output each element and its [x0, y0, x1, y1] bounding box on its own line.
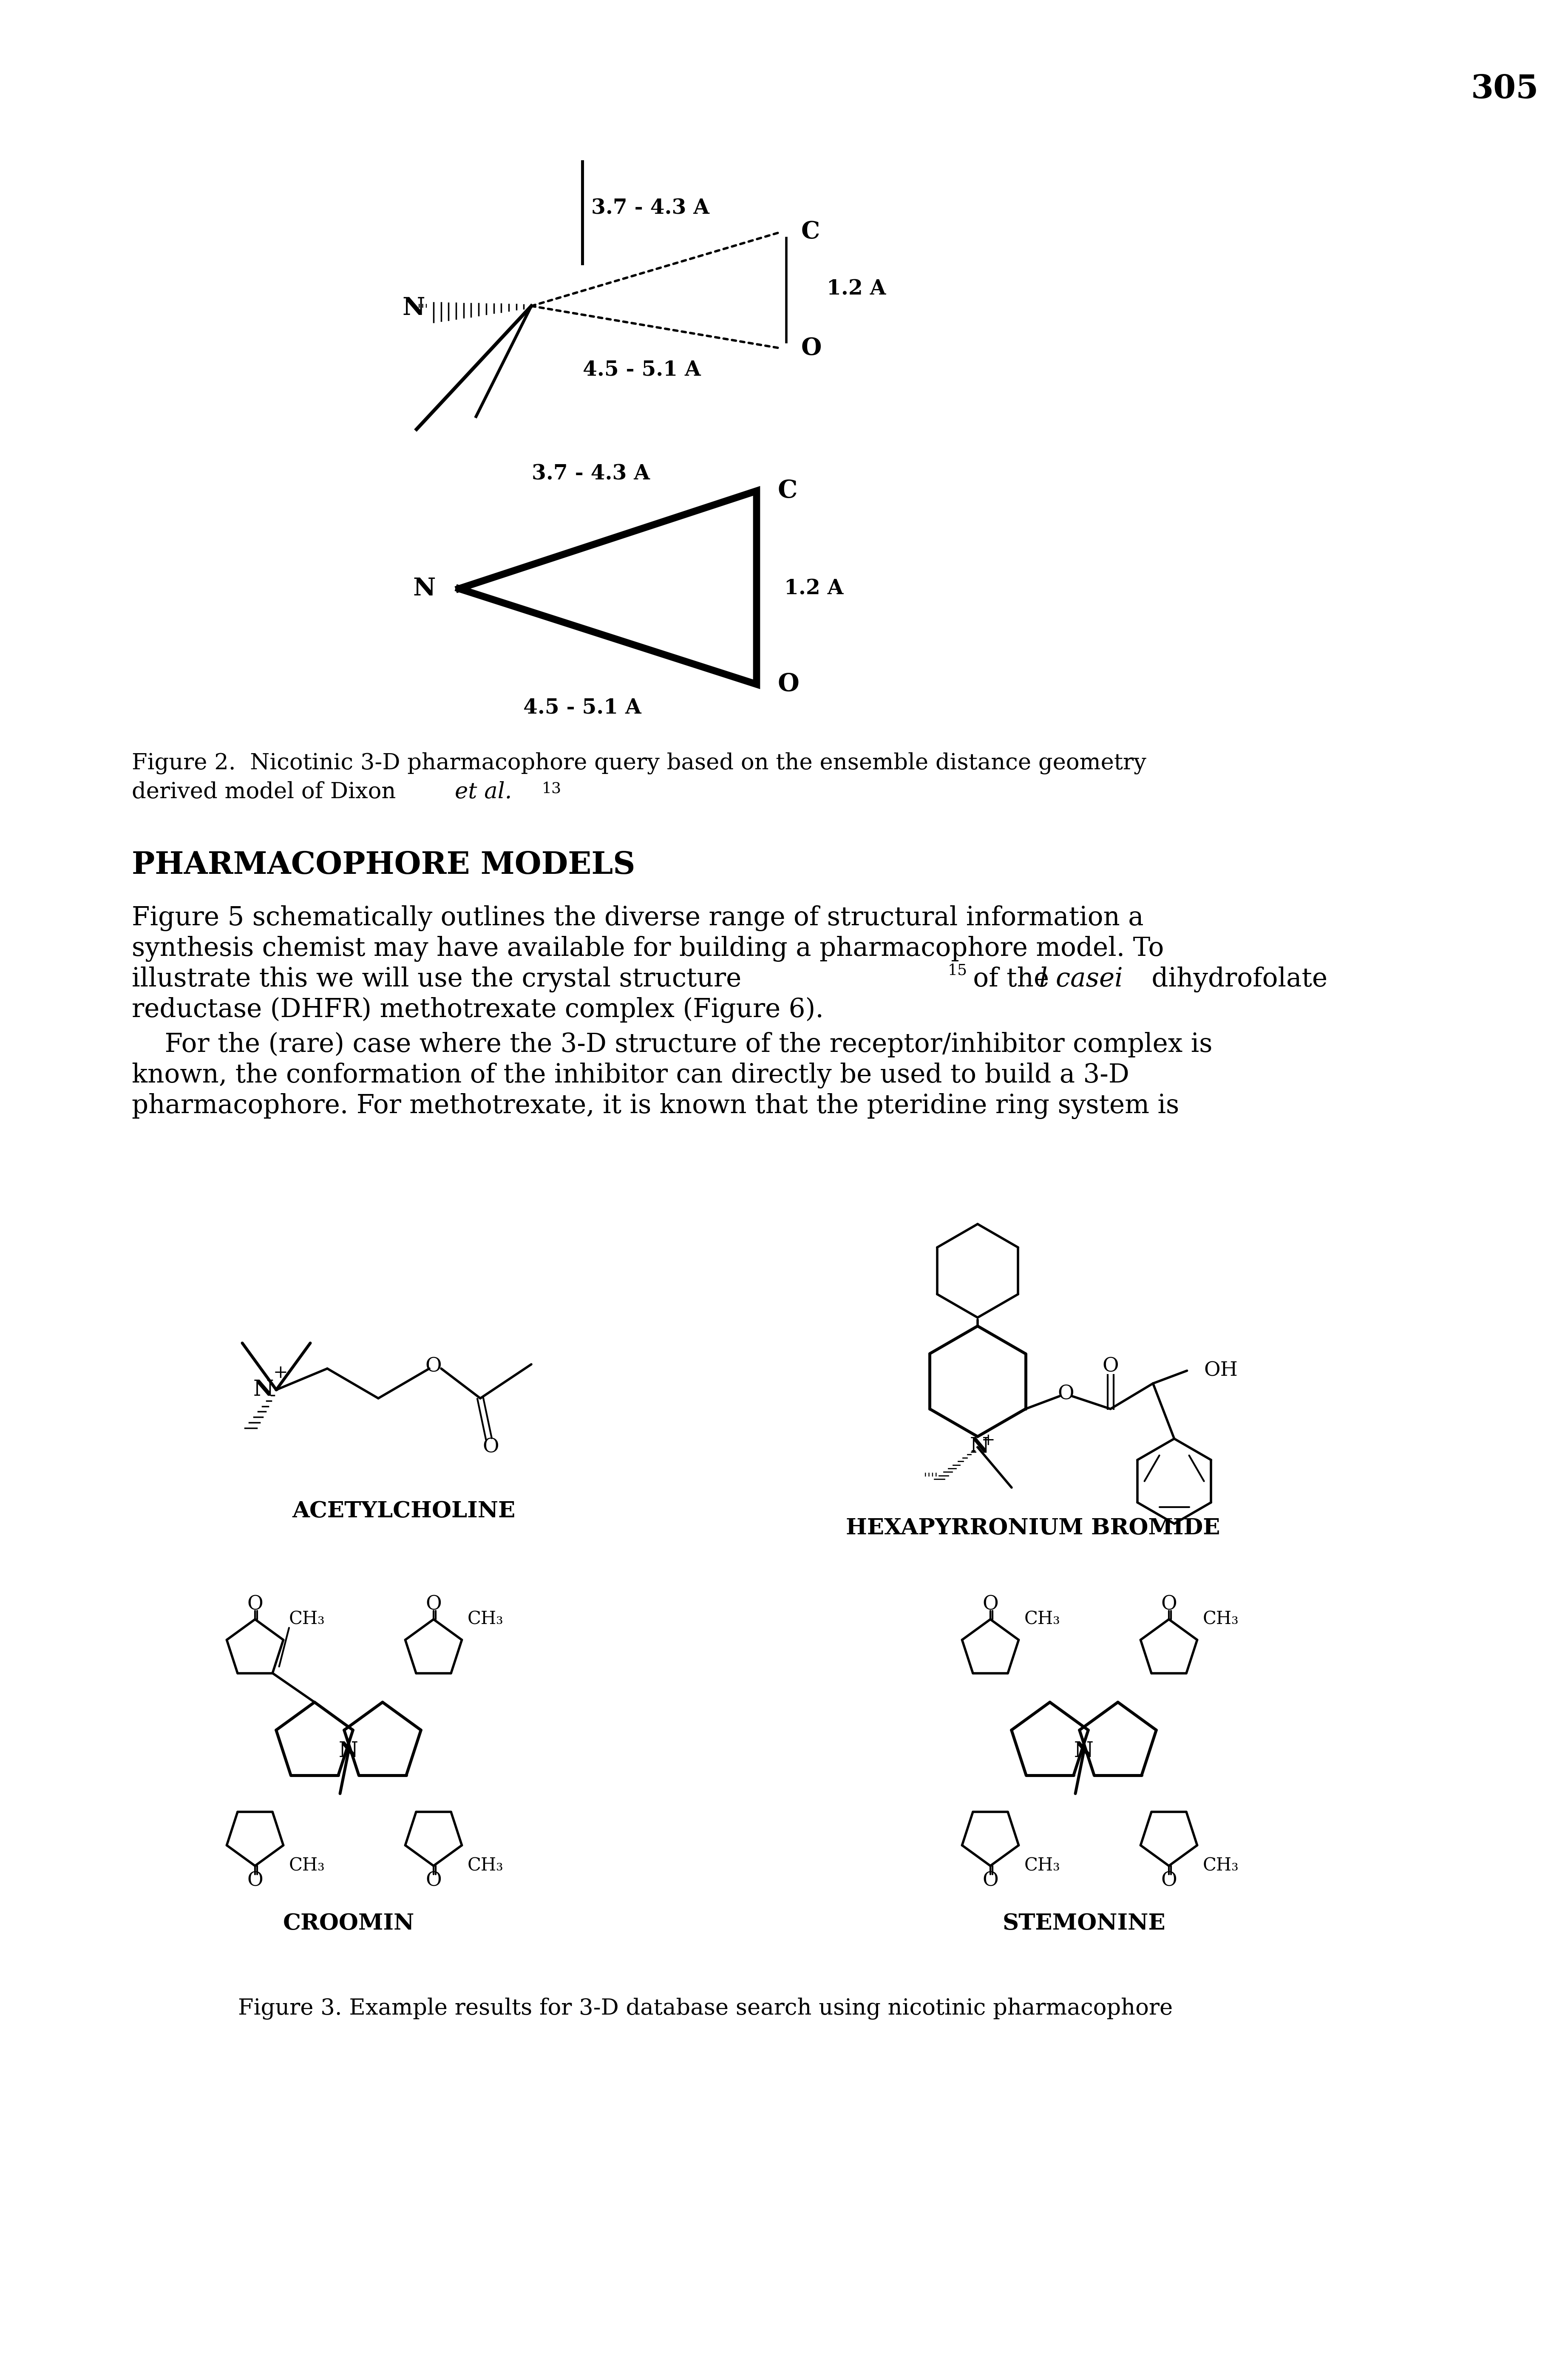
Text: O: O [983, 1596, 999, 1615]
Text: CH₃: CH₃ [1203, 1857, 1239, 1874]
Text: 305: 305 [1471, 74, 1538, 104]
Text: C: C [778, 480, 798, 503]
Text: CH₃: CH₃ [1024, 1610, 1060, 1629]
Text: synthesis chemist may have available for building a pharmacophore model. To: synthesis chemist may have available for… [132, 936, 1163, 962]
Text: 13: 13 [543, 781, 561, 796]
Text: O: O [483, 1437, 499, 1456]
Text: PHARMACOPHORE MODELS: PHARMACOPHORE MODELS [132, 850, 635, 881]
Text: 4.5 - 5.1 A: 4.5 - 5.1 A [524, 698, 641, 717]
Text: '''': '''' [924, 1472, 938, 1487]
Text: CH₃: CH₃ [1024, 1857, 1060, 1874]
Text: STEMONINE: STEMONINE [1002, 1912, 1165, 1933]
Text: Figure 2.  Nicotinic 3-D pharmacophore query based on the ensemble distance geom: Figure 2. Nicotinic 3-D pharmacophore qu… [132, 753, 1146, 774]
Text: O: O [425, 1872, 442, 1890]
Text: CH₃: CH₃ [289, 1857, 325, 1874]
Text: 1.2 A: 1.2 A [826, 278, 886, 299]
Text: CROOMIN: CROOMIN [282, 1912, 414, 1933]
Text: O: O [1058, 1385, 1074, 1404]
Text: Figure 3. Example results for 3-D database search using nicotinic pharmacophore: Figure 3. Example results for 3-D databa… [238, 1997, 1173, 2019]
Text: N: N [412, 577, 436, 601]
Text: N: N [971, 1437, 989, 1458]
Text: known, the conformation of the inhibitor can directly be used to build a 3-D: known, the conformation of the inhibitor… [132, 1062, 1129, 1088]
Text: O: O [801, 337, 822, 361]
Text: ACETYLCHOLINE: ACETYLCHOLINE [292, 1501, 516, 1522]
Text: OH: OH [1204, 1361, 1237, 1380]
Text: 3.7 - 4.3 A: 3.7 - 4.3 A [532, 463, 649, 484]
Text: 1.2 A: 1.2 A [784, 580, 844, 598]
Text: O: O [248, 1872, 263, 1890]
Text: Figure 5 schematically outlines the diverse range of structural information a: Figure 5 schematically outlines the dive… [132, 905, 1143, 931]
Text: N: N [1074, 1741, 1093, 1762]
Text: O: O [248, 1596, 263, 1615]
Text: N: N [339, 1741, 358, 1762]
Text: O: O [1102, 1356, 1118, 1375]
Text: CH₃: CH₃ [1203, 1610, 1239, 1629]
Text: et al.: et al. [455, 781, 511, 803]
Text: +: + [273, 1363, 289, 1382]
Text: O: O [983, 1872, 999, 1890]
Text: pharmacophore. For methotrexate, it is known that the pteridine ring system is: pharmacophore. For methotrexate, it is k… [132, 1092, 1179, 1119]
Text: C: C [801, 221, 820, 242]
Text: O: O [425, 1356, 442, 1375]
Text: of the: of the [964, 967, 1057, 993]
Text: illustrate this we will use the crystal structure: illustrate this we will use the crystal … [132, 967, 742, 993]
Text: CH₃: CH₃ [289, 1610, 325, 1629]
Text: reductase (DHFR) methotrexate complex (Figure 6).: reductase (DHFR) methotrexate complex (F… [132, 998, 823, 1024]
Text: ''': ''' [417, 304, 428, 316]
Text: For the (rare) case where the 3-D structure of the receptor/inhibitor complex is: For the (rare) case where the 3-D struct… [132, 1033, 1212, 1057]
Text: dihydrofolate: dihydrofolate [1143, 967, 1328, 993]
Text: HEXAPYRRONIUM BROMIDE: HEXAPYRRONIUM BROMIDE [845, 1518, 1220, 1539]
Text: 4.5 - 5.1 A: 4.5 - 5.1 A [583, 359, 701, 380]
Text: O: O [1160, 1872, 1178, 1890]
Text: +: + [982, 1432, 996, 1449]
Text: O: O [1160, 1596, 1178, 1615]
Text: O: O [425, 1596, 442, 1615]
Text: N: N [403, 297, 425, 321]
Text: CH₃: CH₃ [467, 1610, 503, 1629]
Text: 15: 15 [947, 964, 967, 978]
Text: derived model of Dixon: derived model of Dixon [132, 781, 403, 803]
Text: 3.7 - 4.3 A: 3.7 - 4.3 A [591, 197, 709, 218]
Text: l casei: l casei [1040, 967, 1123, 993]
Text: N: N [254, 1380, 274, 1401]
Text: O: O [778, 672, 800, 696]
Text: CH₃: CH₃ [467, 1857, 503, 1874]
